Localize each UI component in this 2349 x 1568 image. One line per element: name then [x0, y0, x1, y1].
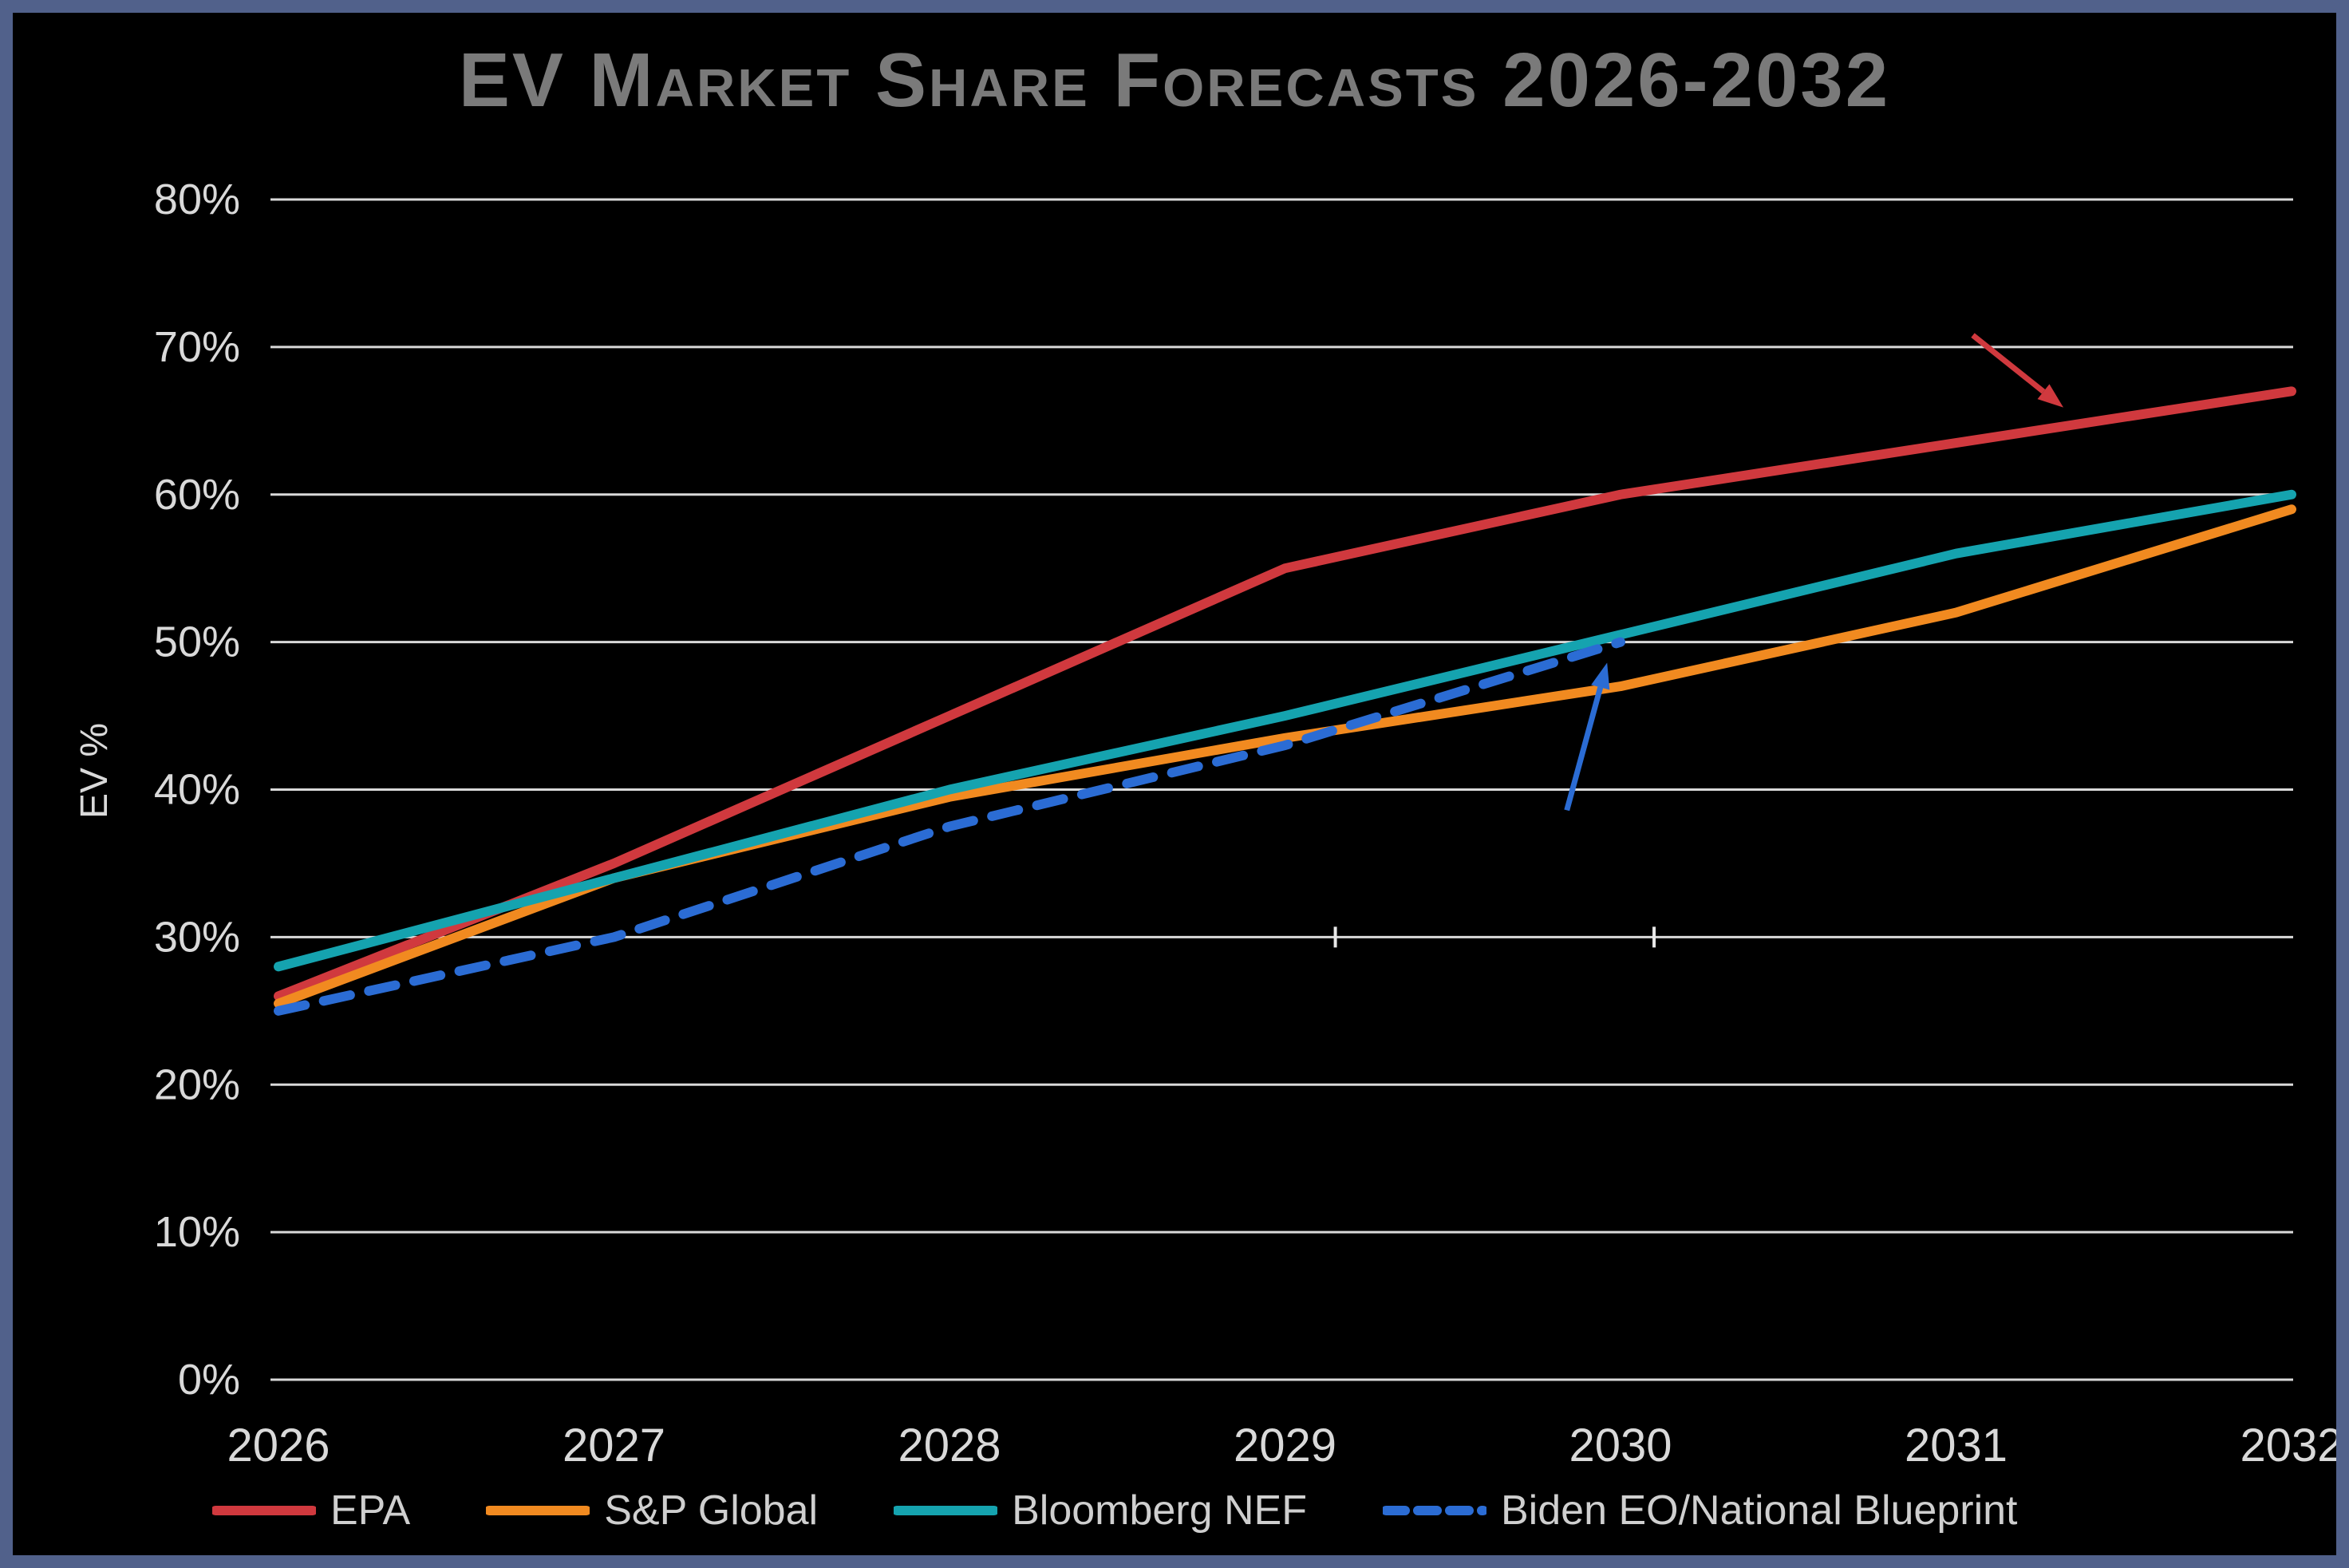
y-axis-title: EV % — [73, 722, 116, 820]
legend-label: Biden EO/National Blueprint — [1501, 1487, 2018, 1534]
y-tick-labels-group: 0% 10% 20% 30% 40% 50% 60% 70% 80% — [154, 176, 240, 1404]
legend-label: S&P Global — [604, 1487, 819, 1534]
x-tick-labels-group: 2026 2027 2028 2029 2030 2031 2032 — [227, 1420, 2343, 1471]
legend-label: Bloomberg NEF — [1012, 1487, 1307, 1534]
legend-item-epa: EPA — [212, 1487, 410, 1534]
y-tick-label: 60% — [154, 471, 240, 519]
legend-swatch-biden-eo-national-blueprint — [1383, 1506, 1486, 1515]
series-line-bloomberg-nef — [274, 489, 2296, 972]
annotation-arrow — [1564, 662, 1610, 812]
legend-item-s-p-global: S&P Global — [486, 1487, 818, 1534]
legend-swatch-epa — [212, 1506, 316, 1515]
y-tick-label: 70% — [154, 323, 240, 371]
chart-plot: 0%10%20%30%40%50%60%70%80%2026 2027 2028 20… — [154, 176, 2343, 1471]
chart-title: EV Market Share Forecasts 2026-2032 — [458, 38, 1891, 123]
x-tick-label: 2031 — [1905, 1420, 2008, 1471]
y-tick-label: 20% — [154, 1060, 240, 1108]
series-line-epa — [274, 386, 2296, 1001]
y-tick-label: 50% — [154, 618, 240, 666]
y-tick-label: 10% — [154, 1208, 240, 1256]
annotation-arrow-head — [1591, 662, 1610, 690]
x-tick-label: 2032 — [2240, 1420, 2343, 1471]
legend-swatch-bloomberg-nef — [894, 1506, 998, 1515]
gridlines-group — [270, 198, 2293, 1381]
x-tick-label: 2026 — [227, 1420, 330, 1471]
x-tick-label: 2028 — [898, 1420, 1001, 1471]
x-tick-label: 2030 — [1569, 1420, 1672, 1471]
y-tick-label: 0% — [178, 1356, 240, 1404]
annotation-arrow-shaft — [1564, 686, 1604, 812]
legend-swatch-s-p-global — [486, 1506, 590, 1515]
x-tick-label: 2029 — [1234, 1420, 1336, 1471]
annotation-arrow — [1971, 333, 2064, 408]
legend-item-bloomberg-nef: Bloomberg NEF — [894, 1487, 1307, 1534]
series-line-s-p-global — [274, 504, 2296, 1009]
annotation-arrow-shaft — [1971, 333, 2046, 394]
y-tick-label: 40% — [154, 766, 240, 814]
series-line-biden-eo-national-blueprint — [274, 637, 1625, 1016]
y-tick-label: 80% — [154, 176, 240, 223]
x-tick-label: 2027 — [563, 1420, 665, 1471]
legend-label: EPA — [330, 1487, 411, 1534]
legend-item-biden-eo-national-blueprint: Biden EO/National Blueprint — [1383, 1487, 2018, 1534]
y-tick-label: 30% — [154, 913, 240, 961]
chart-legend: EPA S&P Global Bloomberg NEF Biden EO/Natio… — [212, 1487, 2018, 1534]
annotation-arrow-head — [2037, 384, 2064, 408]
